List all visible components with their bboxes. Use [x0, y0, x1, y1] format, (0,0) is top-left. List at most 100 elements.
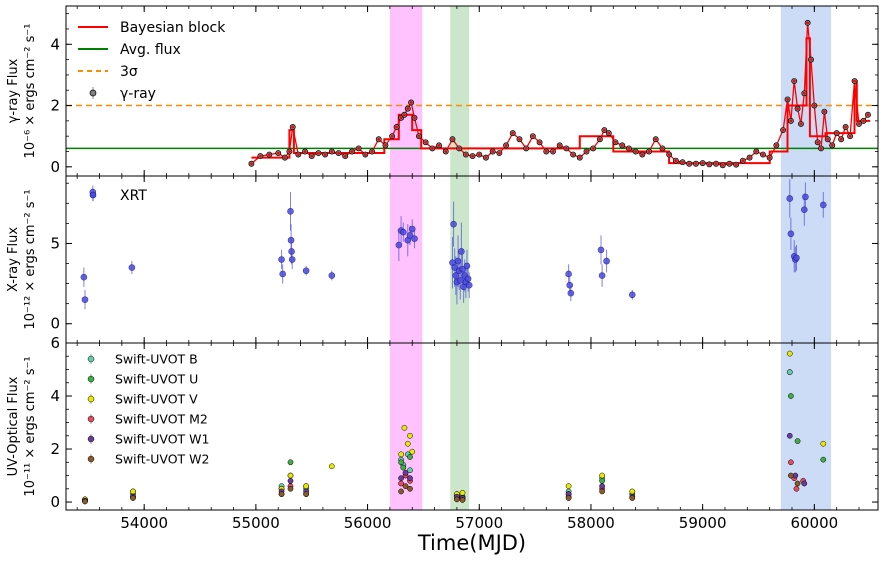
legend-label: Swift-UVOT M2 — [115, 412, 208, 427]
uvot-point-4 — [402, 470, 409, 476]
gamma-block-point — [409, 101, 413, 104]
gamma-block-point — [343, 154, 347, 158]
x-ray-panel: 0 5 X-ray Flux 10⁻¹² × ergs cm⁻² s⁻¹ XRT — [6, 175, 879, 344]
uvot-point-1 — [407, 454, 413, 460]
uvot-point-4 — [398, 475, 404, 482]
uvot-point-1 — [599, 477, 605, 484]
gamma-block-point — [598, 137, 602, 141]
gamma-block-point — [819, 147, 823, 150]
uvot-point-4 — [801, 480, 808, 487]
gamma-block-point — [806, 21, 810, 25]
gamma-block-point — [822, 110, 826, 114]
gamma-block-point — [761, 153, 765, 156]
legend-label: Swift-UVOT U — [115, 372, 198, 387]
xrt-point — [787, 230, 795, 238]
gamma-block-point — [848, 134, 852, 138]
xrt-point — [603, 257, 610, 265]
uvot-point-5 — [599, 488, 605, 495]
gamma-block-point — [296, 153, 300, 156]
xrt-point — [278, 256, 285, 263]
gamma-block-point — [403, 113, 406, 117]
uvot-point-2 — [328, 463, 335, 470]
uvot-point-5 — [278, 491, 285, 497]
gamma-block-point — [430, 147, 434, 150]
gamma-block-point — [620, 143, 624, 147]
uvot-point-2 — [303, 483, 309, 489]
xrt-point — [597, 246, 605, 254]
gamma-block-point — [830, 143, 834, 147]
uvot-point-4 — [786, 432, 793, 439]
gamma-block-point — [370, 150, 374, 153]
gamma-block-point — [640, 153, 644, 156]
gamma-block-point — [317, 151, 320, 155]
gamma-block-point — [826, 137, 830, 141]
xrt-point — [628, 291, 636, 299]
uvot-point-1 — [820, 456, 827, 463]
y-axis-label-line2: 10⁻¹¹ × ergs cm⁻² s⁻¹ — [23, 356, 38, 496]
gamma-block-point — [602, 128, 606, 132]
gamma-block-point — [681, 160, 684, 164]
y-axis-label-line1: γ-ray Flux — [6, 58, 21, 123]
gamma-block-point — [585, 150, 588, 153]
y-axis-label-line2: 10⁻¹² × ergs cm⁻² s⁻¹ — [23, 189, 38, 329]
y-tick-label: 6 — [50, 334, 60, 352]
gamma-block-point — [571, 153, 575, 156]
legend-swatch — [87, 375, 95, 383]
uvot-point-4 — [287, 477, 294, 484]
gamma-block-point — [464, 153, 468, 156]
gamma-block-point — [258, 154, 262, 158]
gamma-block-point — [802, 91, 806, 95]
uvot-point-1 — [400, 464, 407, 471]
legend-swatch — [87, 395, 95, 403]
gamma-block-point — [816, 140, 820, 144]
gamma-block-point — [796, 107, 799, 111]
gamma-block-point — [287, 150, 291, 153]
uvot-point-5 — [303, 491, 309, 497]
uvot-point-5 — [82, 498, 88, 505]
gamma-block-point — [413, 116, 416, 120]
uvot-point-5 — [629, 495, 636, 501]
xrt-point — [464, 275, 472, 283]
xrt-point — [302, 267, 310, 275]
gamma-block-point — [283, 156, 287, 160]
gamma-block-point — [768, 156, 772, 160]
xrt-point — [287, 208, 294, 215]
gamma-block-point — [578, 156, 582, 160]
shaded-interval-0 — [389, 176, 423, 343]
gamma-block-point — [451, 137, 454, 141]
uvot-point-5 — [287, 485, 294, 492]
xrt-point — [400, 228, 407, 236]
xrt-point — [819, 201, 827, 209]
gamma-block-point — [812, 104, 816, 107]
uvot-point-2 — [287, 472, 294, 479]
x-tick-label: 56000 — [344, 514, 392, 532]
gamma-block-point — [406, 107, 410, 111]
gamma-block-point — [701, 161, 705, 165]
gamma-block-point — [866, 113, 870, 117]
legend-label: γ-ray — [120, 86, 156, 102]
gamma-block-point — [799, 122, 803, 126]
legend-label: Swift-UVOT W1 — [115, 432, 209, 447]
y-axis-label-line2: 10⁻⁶ × ergs cm⁻² s⁻¹ — [23, 24, 38, 159]
uvot-point-3 — [788, 459, 794, 466]
plot-area — [80, 176, 832, 343]
gamma-block-point — [444, 150, 448, 153]
gamma-block-point — [551, 150, 555, 153]
gamma-block-point — [564, 147, 568, 150]
gamma-block-point — [491, 150, 495, 153]
gamma-block-point — [734, 163, 738, 167]
gamma-block-point — [809, 58, 813, 62]
xrt-point — [128, 264, 136, 271]
x-tick-label: 54000 — [120, 514, 168, 532]
gamma-block-point — [654, 137, 658, 141]
gamma-block-point — [511, 131, 515, 135]
shaded-interval-0 — [389, 6, 423, 176]
gamma-block-point — [424, 140, 428, 144]
gamma-block-point — [303, 150, 307, 153]
uvot-point-0 — [786, 369, 793, 376]
plot-area — [82, 343, 832, 510]
gamma-block-point — [667, 153, 671, 156]
uvot-point-2 — [459, 489, 466, 496]
xrt-point — [288, 248, 295, 255]
x-tick-label: 60000 — [790, 514, 838, 532]
